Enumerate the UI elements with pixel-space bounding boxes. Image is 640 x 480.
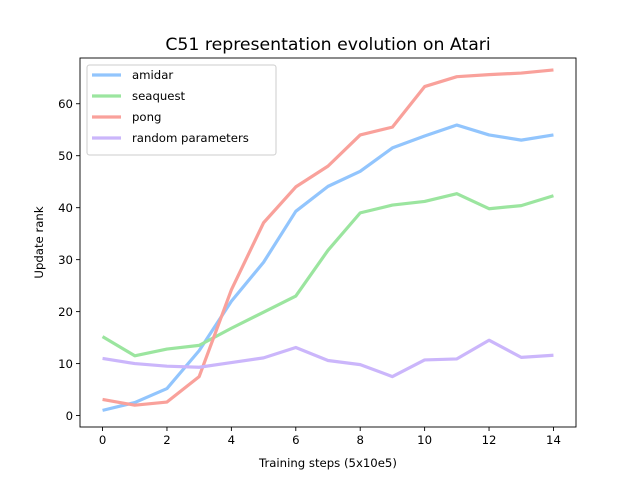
legend-label-3: random parameters	[132, 131, 249, 145]
y-axis-label: Update rank	[32, 206, 46, 278]
y-tick-label-4: 40	[58, 201, 73, 215]
x-tick-label-5: 10	[417, 433, 432, 447]
y-tick-label-2: 20	[58, 305, 73, 319]
series-line-0	[102, 123, 554, 412]
legend-label-2: pong	[132, 110, 161, 124]
x-tick-label-7: 14	[546, 433, 561, 447]
y-tick-label-1: 10	[58, 357, 73, 371]
x-axis: 0 2 4 6 8 10 12 14	[99, 427, 561, 447]
y-tick-label-0: 0	[66, 409, 73, 423]
series-line-1	[101, 192, 554, 358]
series-line-2	[102, 68, 554, 407]
legend: amidar seaquest pong random parameters	[86, 64, 277, 156]
x-axis-label: Training steps (5x10e5)	[258, 456, 397, 470]
y-tick-label-5: 50	[58, 149, 73, 163]
y-tick-label-6: 60	[58, 97, 73, 111]
plot-frame	[79, 57, 577, 428]
x-tick-label-1: 2	[163, 433, 170, 447]
series-line-3	[102, 338, 554, 379]
legend-box	[86, 64, 277, 156]
x-tick-label-6: 12	[482, 433, 497, 447]
x-tick-label-0: 0	[99, 433, 106, 447]
x-tick-label-3: 6	[292, 433, 299, 447]
legend-label-0: amidar	[132, 68, 173, 82]
plot-area	[101, 68, 554, 412]
x-tick-label-2: 4	[228, 433, 235, 447]
x-tick-label-4: 8	[356, 433, 363, 447]
y-tick-label-3: 30	[58, 253, 73, 267]
chart-title: C51 representation evolution on Atari	[165, 35, 490, 55]
legend-label-1: seaquest	[132, 89, 186, 103]
y-axis: 0 10 20 30 40 50 60	[58, 97, 80, 423]
